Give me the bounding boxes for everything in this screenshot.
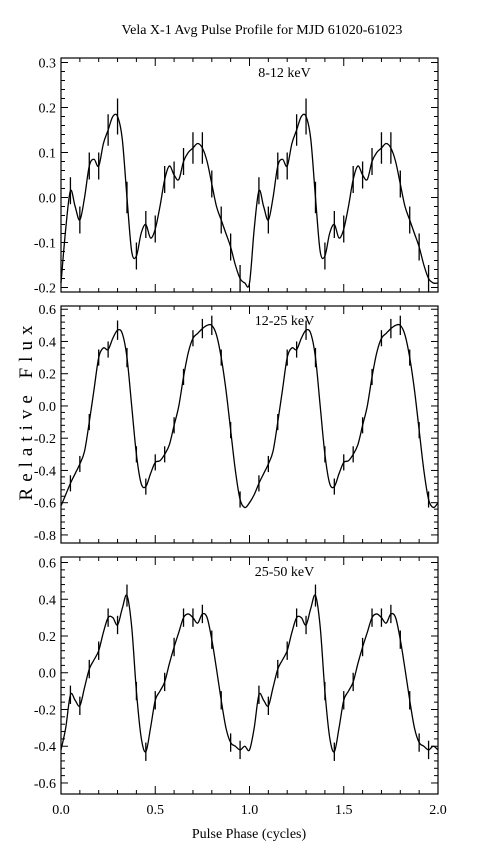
y-tick-label: 0.3 (39, 57, 57, 72)
y-tick-label: 0.2 (39, 630, 57, 645)
y-tick-label: -0.6 (34, 497, 56, 512)
y-tick-label: -0.4 (34, 740, 56, 755)
energy-band-label: 25-50 keV (255, 565, 315, 580)
y-tick-label: 0.0 (39, 192, 57, 207)
panel-1: -0.2 -0.1 0.0 0.1 0.2 0.3 8-12 keV (34, 57, 439, 297)
energy-band-label: 8-12 keV (258, 66, 311, 81)
y-tick-label: -0.8 (34, 529, 56, 544)
profile-line (60, 594, 439, 753)
profile-line (60, 323, 439, 509)
y-tick-label: 0.6 (39, 557, 57, 572)
x-tick-label: 0.0 (52, 803, 70, 818)
y-tick-label: 0.4 (39, 335, 57, 350)
x-tick-label: 2.0 (429, 803, 447, 818)
y-tick-label: 0.2 (39, 368, 57, 383)
energy-band-label: 12-25 keV (255, 314, 315, 329)
panel-2: -0.8 -0.6 -0.4 -0.2 0.0 0.2 0.4 0.6 12-25 keV (34, 303, 439, 544)
y-tick-label: -0.2 (34, 282, 56, 297)
y-tick-label: 0.1 (39, 147, 57, 162)
y-tick-label: -0.6 (34, 777, 56, 792)
x-tick-label: 1.5 (335, 803, 353, 818)
x-tick-label: 1.0 (241, 803, 259, 818)
figure-title: Vela X-1 Avg Pulse Profile for MJD 61020… (122, 23, 403, 38)
panel-3: -0.6 -0.4 -0.2 0.0 0.2 0.4 0.6 0.0 0.5 1.0 1.5 2.0 2… (34, 556, 447, 818)
x-axis-label: Pulse Phase (cycles) (192, 827, 307, 842)
y-tick-label: -0.2 (34, 703, 56, 718)
y-axis-label: Relative Flux (16, 320, 37, 501)
y-tick-label: -0.1 (34, 237, 56, 252)
y-tick-label: 0.0 (39, 667, 57, 682)
y-tick-label: -0.4 (34, 464, 56, 479)
x-tick-label: 0.5 (147, 803, 165, 818)
profile-line (60, 113, 439, 288)
plot-frame (60, 57, 439, 293)
y-tick-label: 0.2 (39, 102, 57, 117)
y-tick-label: -0.2 (34, 432, 56, 447)
plot-frame (60, 556, 439, 795)
y-tick-label: 0.4 (39, 593, 57, 608)
panels-group: -0.2 -0.1 0.0 0.1 0.2 0.3 8-12 keV -0.8 -0.6 -0.4… (34, 57, 447, 819)
y-tick-label: 0.0 (39, 400, 57, 415)
y-tick-label: 0.6 (39, 303, 57, 318)
